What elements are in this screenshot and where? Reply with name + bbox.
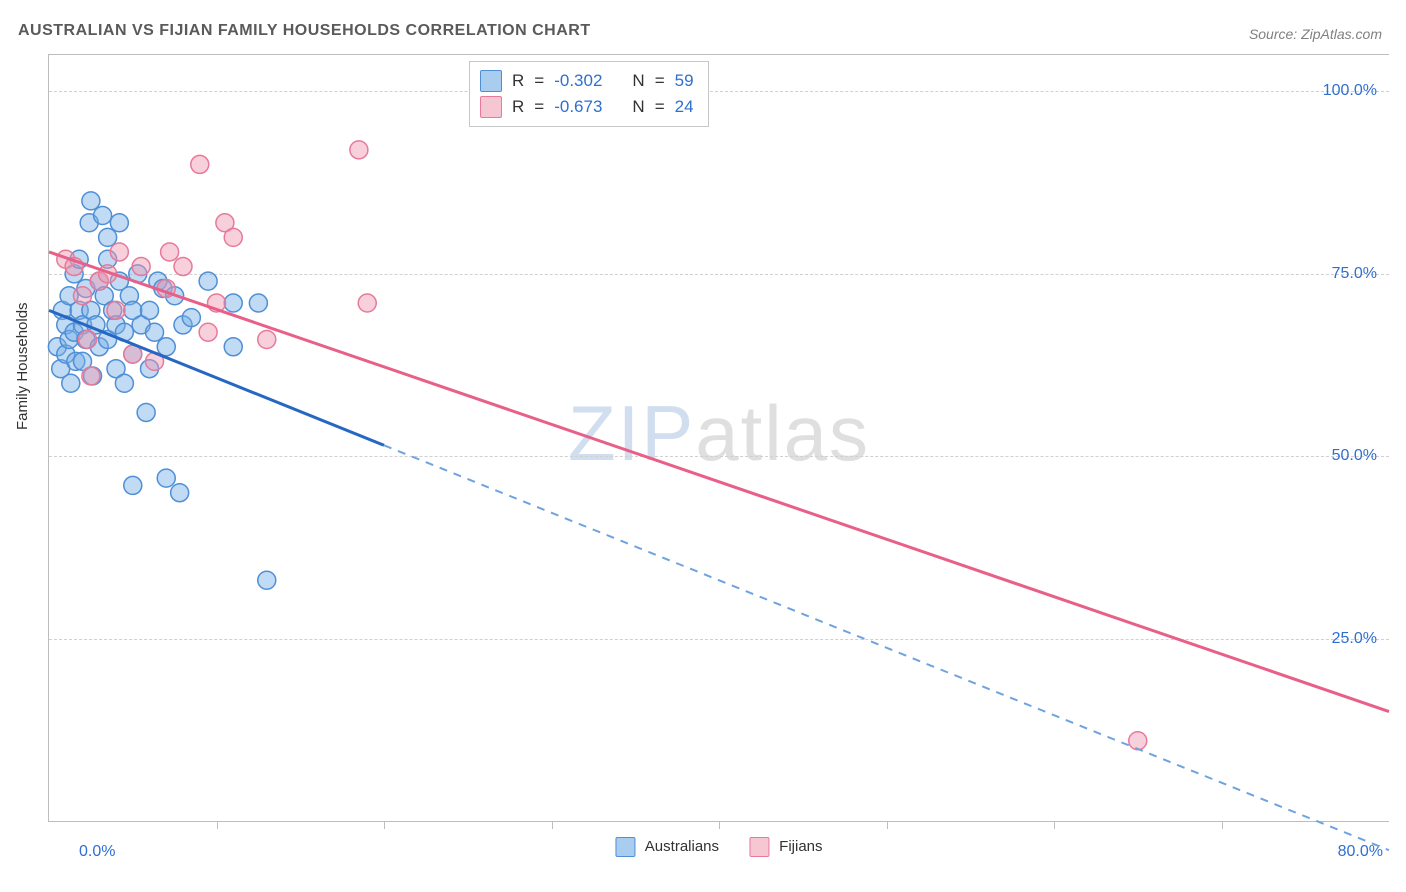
data-point [115, 374, 133, 392]
data-point [224, 228, 242, 246]
data-point [99, 228, 117, 246]
data-point [199, 323, 217, 341]
x-tick [384, 821, 385, 829]
scatter-svg [49, 55, 1389, 821]
data-point [157, 469, 175, 487]
data-point [62, 374, 80, 392]
data-point [358, 294, 376, 312]
x-axis-min-label: 0.0% [79, 843, 115, 861]
data-point [171, 484, 189, 502]
data-point [174, 258, 192, 276]
data-point [157, 338, 175, 356]
x-tick [217, 821, 218, 829]
data-point [141, 301, 159, 319]
data-point [74, 287, 92, 305]
legend-fijians: Fijians [749, 837, 823, 857]
data-point [258, 571, 276, 589]
data-point [82, 192, 100, 210]
trend-line [49, 252, 1389, 712]
data-point [258, 331, 276, 349]
x-tick [887, 821, 888, 829]
x-tick [552, 821, 553, 829]
data-point [161, 243, 179, 261]
data-point [94, 206, 112, 224]
plot-area: ZIPatlas 25.0%50.0%75.0%100.0% 0.0% 80.0… [48, 54, 1389, 822]
legend-label-fijians: Fijians [779, 838, 822, 855]
data-point [224, 338, 242, 356]
data-point [350, 141, 368, 159]
legend-label-australians: Australians [645, 838, 719, 855]
trend-line [384, 445, 1389, 850]
data-point [199, 272, 217, 290]
data-point [110, 214, 128, 232]
source-label: Source: ZipAtlas.com [1249, 26, 1382, 42]
chart-title: AUSTRALIAN VS FIJIAN FAMILY HOUSEHOLDS C… [18, 22, 591, 40]
legend-australians: Australians [615, 837, 719, 857]
data-point [249, 294, 267, 312]
x-tick [1222, 821, 1223, 829]
data-point [132, 258, 150, 276]
data-point [137, 403, 155, 421]
data-point [146, 323, 164, 341]
data-point [107, 301, 125, 319]
legend-swatch-australians [615, 837, 635, 857]
data-point [79, 331, 97, 349]
data-point [82, 367, 100, 385]
data-point [182, 309, 200, 327]
data-point [124, 476, 142, 494]
x-tick [1054, 821, 1055, 829]
legend-swatch-fijians [749, 837, 769, 857]
data-point [110, 243, 128, 261]
y-axis-label: Family Households [14, 302, 31, 430]
x-tick [719, 821, 720, 829]
data-point [191, 155, 209, 173]
legend-bottom: Australians Fijians [615, 837, 822, 857]
data-point [1129, 732, 1147, 750]
data-point [224, 294, 242, 312]
